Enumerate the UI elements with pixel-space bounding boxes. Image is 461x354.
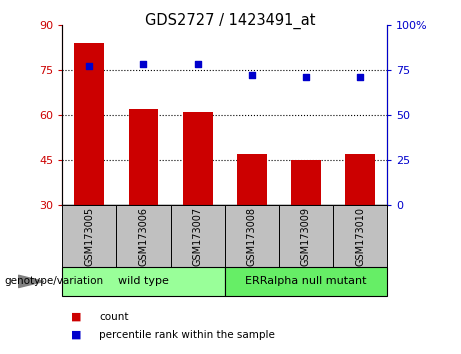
Bar bbox=[183, 112, 213, 296]
Bar bbox=[237, 154, 267, 296]
Text: GSM173005: GSM173005 bbox=[84, 207, 95, 266]
Bar bbox=[62, 267, 225, 296]
Text: ■: ■ bbox=[71, 312, 82, 322]
Polygon shape bbox=[18, 275, 44, 287]
Point bbox=[356, 74, 364, 80]
Text: GSM173010: GSM173010 bbox=[355, 207, 365, 266]
Bar bbox=[171, 205, 225, 267]
Bar bbox=[129, 109, 159, 296]
Text: ERRalpha null mutant: ERRalpha null mutant bbox=[245, 276, 367, 286]
Bar bbox=[62, 205, 116, 267]
Text: ■: ■ bbox=[71, 330, 82, 339]
Bar bbox=[333, 205, 387, 267]
Bar bbox=[116, 205, 171, 267]
Bar bbox=[291, 160, 321, 296]
Bar bbox=[74, 43, 104, 296]
Point bbox=[194, 62, 201, 67]
Text: GSM173008: GSM173008 bbox=[247, 207, 257, 266]
Bar bbox=[345, 154, 375, 296]
Text: GSM173009: GSM173009 bbox=[301, 207, 311, 266]
Bar bbox=[279, 205, 333, 267]
Text: GDS2727 / 1423491_at: GDS2727 / 1423491_at bbox=[145, 12, 316, 29]
Text: GSM173007: GSM173007 bbox=[193, 207, 203, 266]
Point bbox=[140, 62, 147, 67]
Text: wild type: wild type bbox=[118, 276, 169, 286]
Bar bbox=[225, 267, 387, 296]
Text: percentile rank within the sample: percentile rank within the sample bbox=[99, 330, 275, 339]
Point bbox=[248, 73, 255, 78]
Bar bbox=[225, 205, 279, 267]
Text: GSM173006: GSM173006 bbox=[138, 207, 148, 266]
Point bbox=[86, 63, 93, 69]
Text: genotype/variation: genotype/variation bbox=[5, 276, 104, 286]
Text: count: count bbox=[99, 312, 129, 322]
Point bbox=[302, 74, 310, 80]
